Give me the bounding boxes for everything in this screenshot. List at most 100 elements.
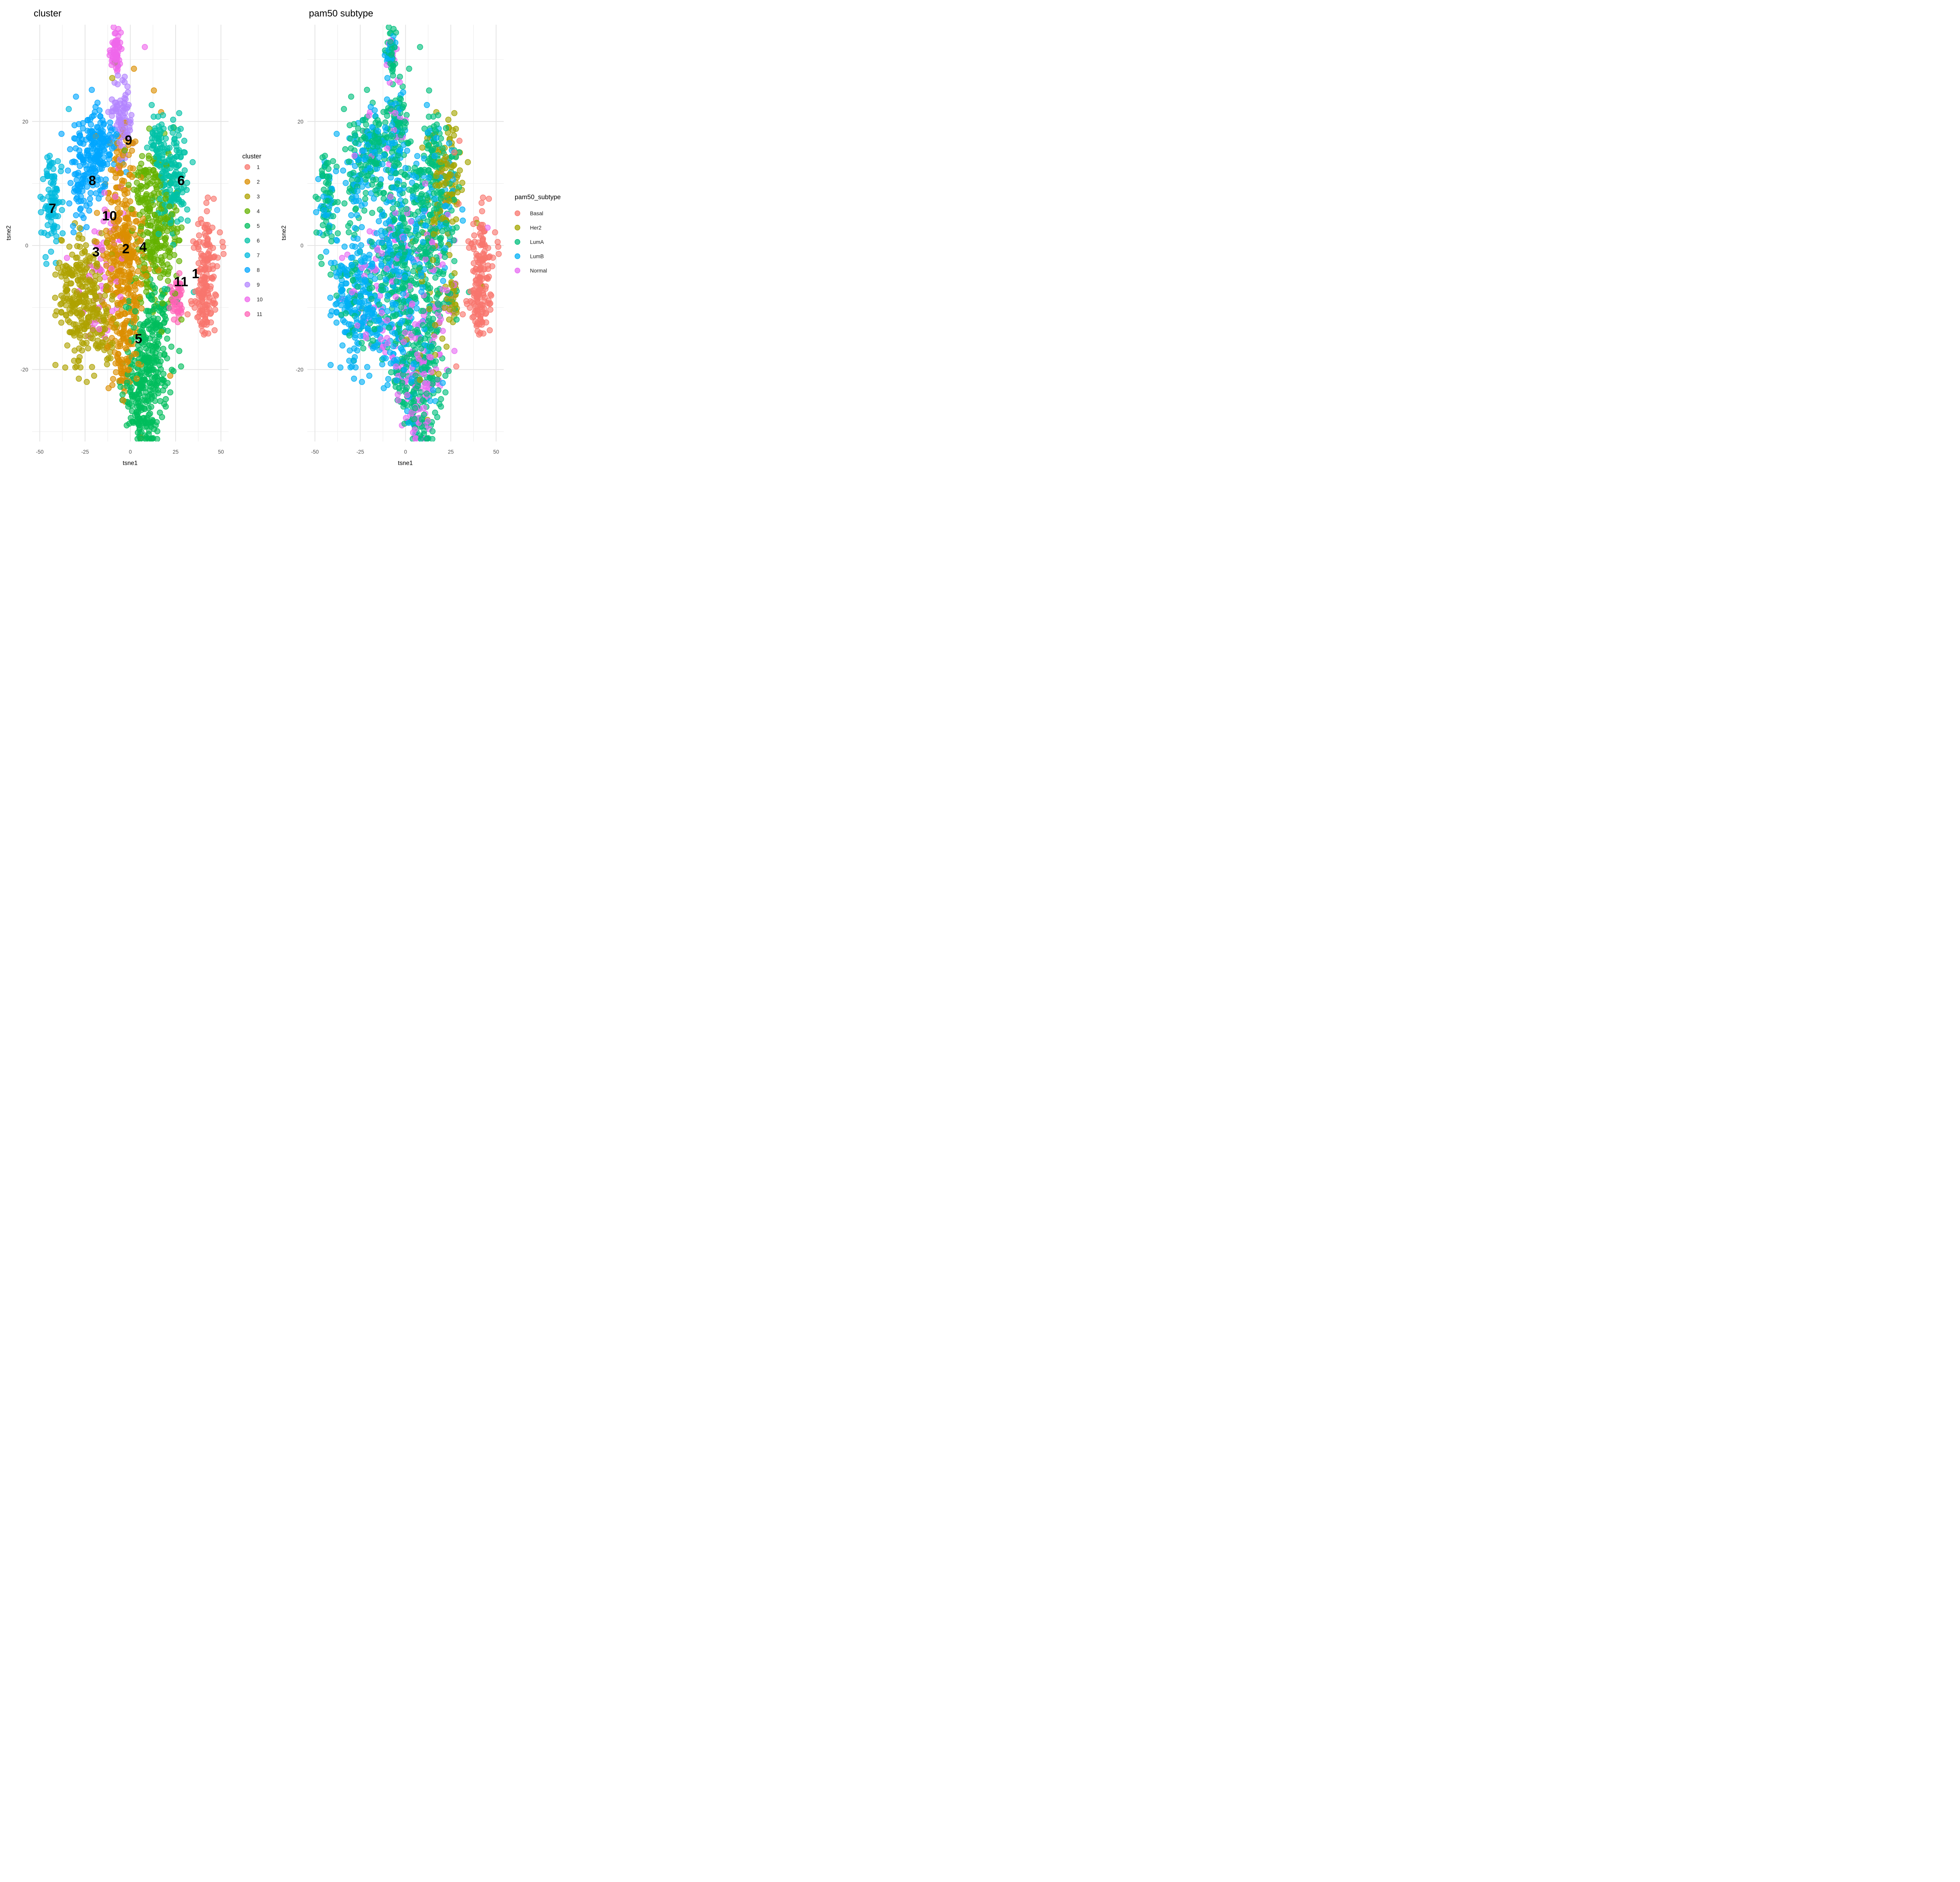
data-point <box>79 235 85 242</box>
data-point <box>450 308 457 314</box>
data-point <box>122 345 129 351</box>
data-point <box>48 218 54 225</box>
cluster-label-11: 11 <box>174 274 188 289</box>
data-point <box>134 193 141 200</box>
legend-item-7: 7 <box>257 253 260 258</box>
data-point <box>423 139 430 146</box>
data-point <box>136 294 143 300</box>
data-point <box>318 261 325 267</box>
data-point <box>113 45 120 52</box>
legend-key-8 <box>244 267 250 273</box>
data-point <box>441 305 448 311</box>
data-point <box>118 278 125 285</box>
data-point <box>40 176 46 182</box>
data-point <box>400 216 407 223</box>
data-point <box>131 65 137 72</box>
data-point <box>178 125 184 132</box>
data-point <box>325 180 332 186</box>
data-point <box>437 196 444 202</box>
data-point <box>95 195 102 202</box>
data-point <box>134 180 140 186</box>
data-point <box>59 207 65 213</box>
data-point <box>483 274 490 281</box>
data-point <box>488 292 494 299</box>
data-point <box>445 116 452 123</box>
legend-key-6 <box>244 238 250 243</box>
data-point <box>418 345 425 352</box>
data-point <box>397 147 403 154</box>
data-point <box>387 349 394 356</box>
data-point <box>334 230 341 236</box>
data-point <box>357 292 364 299</box>
data-point <box>94 263 100 270</box>
data-point <box>98 230 105 236</box>
data-point <box>107 276 114 283</box>
data-point <box>78 193 84 200</box>
data-point <box>143 289 149 295</box>
data-point <box>451 348 458 354</box>
data-point <box>120 161 127 168</box>
data-point <box>451 258 457 264</box>
scatter-points-cluster <box>37 25 227 441</box>
data-point <box>191 244 197 251</box>
legend-key-5 <box>244 223 250 229</box>
data-point <box>96 276 103 282</box>
data-point <box>360 323 366 330</box>
data-point <box>348 212 354 218</box>
legend-item-3: 3 <box>257 194 260 200</box>
legend-key-10 <box>244 296 250 302</box>
left-x-axis-label: tsne1 <box>123 460 138 467</box>
data-point <box>154 436 160 441</box>
data-point <box>96 313 102 320</box>
data-point <box>45 193 52 200</box>
data-point <box>210 262 216 269</box>
data-point <box>148 390 155 397</box>
data-point <box>446 316 452 323</box>
data-point <box>327 294 334 301</box>
data-point <box>50 224 56 231</box>
data-point <box>69 303 75 309</box>
data-point <box>157 163 163 170</box>
data-point <box>345 229 352 236</box>
data-point <box>339 342 346 349</box>
legend-key-Her2 <box>514 225 521 231</box>
data-point <box>83 224 90 231</box>
data-point <box>439 335 446 342</box>
data-point <box>113 369 119 376</box>
data-point <box>196 269 203 275</box>
data-point <box>105 195 112 202</box>
data-point <box>65 266 71 273</box>
data-point <box>421 125 428 132</box>
data-point <box>112 349 118 356</box>
data-point <box>459 217 466 224</box>
data-point <box>367 104 374 110</box>
cluster-legend-title: cluster <box>242 153 261 160</box>
legend-item-4: 4 <box>257 209 260 214</box>
data-point <box>435 387 441 394</box>
data-point <box>424 102 430 108</box>
data-point <box>352 132 358 138</box>
data-point <box>370 306 376 312</box>
data-point <box>384 317 390 323</box>
data-point <box>85 253 92 260</box>
data-point <box>76 225 83 231</box>
data-point <box>83 171 89 178</box>
data-point <box>121 79 128 85</box>
data-point <box>179 189 186 196</box>
data-point <box>384 113 390 119</box>
data-point <box>114 149 120 155</box>
data-point <box>111 242 118 248</box>
data-point <box>164 380 171 386</box>
data-point <box>375 136 381 142</box>
data-point <box>485 262 491 269</box>
data-point <box>127 274 133 281</box>
data-point <box>368 296 375 302</box>
data-point <box>111 325 117 331</box>
data-point <box>361 276 368 283</box>
data-point <box>167 372 174 379</box>
data-point <box>409 180 415 186</box>
data-point <box>104 161 111 167</box>
data-point <box>374 247 381 253</box>
data-point <box>151 306 158 312</box>
data-point <box>160 291 166 298</box>
